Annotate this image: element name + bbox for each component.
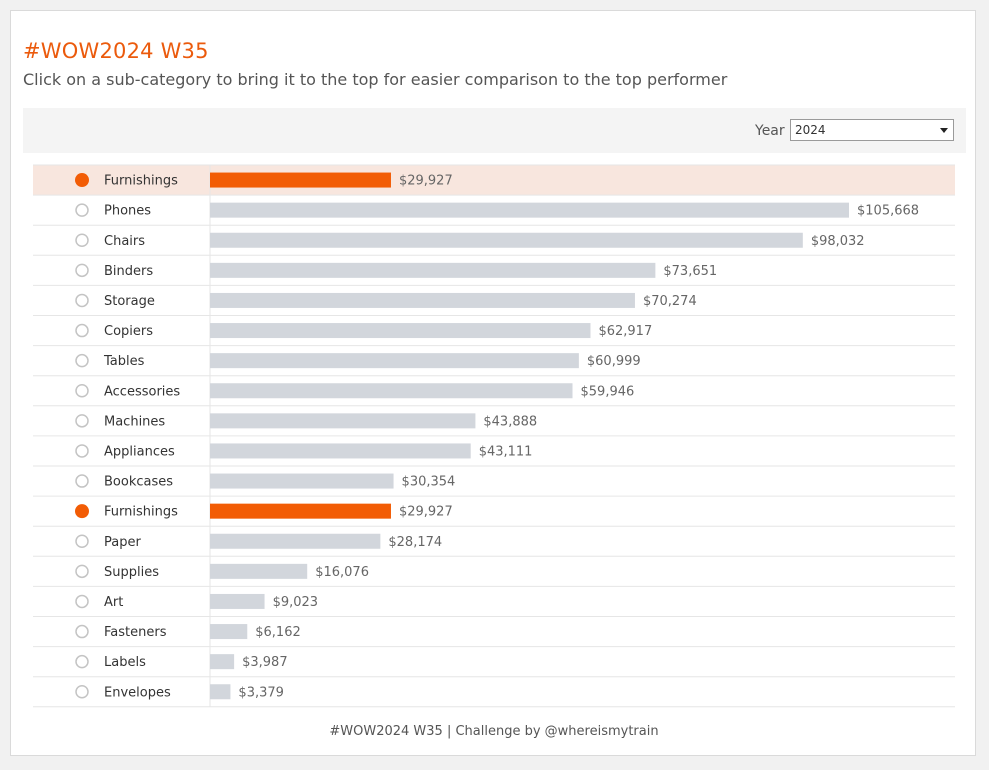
value-label: $70,274 [643, 294, 697, 309]
value-label: $30,354 [402, 475, 456, 490]
radio-unselected-icon[interactable] [75, 233, 89, 247]
radio-unselected-icon[interactable] [75, 353, 89, 368]
dashboard-subtitle: Click on a sub-category to bring it to t… [23, 70, 728, 89]
bar-copiers[interactable] [210, 323, 591, 339]
year-filter-label: Year [755, 123, 785, 139]
radio-unselected-icon[interactable] [75, 594, 89, 609]
value-label: $59,946 [581, 384, 635, 399]
category-label: Binders [104, 264, 153, 279]
radio-unselected-icon[interactable] [75, 293, 89, 308]
value-label: $73,651 [663, 264, 717, 279]
pinned-value-label: $29,927 [399, 174, 453, 189]
radio-unselected-icon[interactable] [75, 263, 89, 278]
category-label: Appliances [104, 444, 175, 459]
radio-unselected-icon[interactable] [75, 203, 89, 217]
value-label: $62,917 [598, 324, 652, 339]
bar-furnishings[interactable] [210, 503, 391, 519]
dashboard-title: #WOW2024 W35 [23, 39, 209, 63]
pinned-radio-selected-icon[interactable] [75, 173, 89, 188]
bar-paper[interactable] [210, 533, 381, 549]
row-envelopes[interactable] [33, 677, 955, 707]
bar-envelopes[interactable] [210, 684, 231, 700]
bar-binders[interactable] [210, 262, 656, 278]
category-label: Chairs [104, 234, 145, 249]
category-label: Fasteners [104, 625, 167, 640]
row-paper[interactable] [33, 526, 955, 556]
bar-chairs[interactable] [210, 232, 803, 248]
row-fasteners[interactable] [33, 617, 955, 647]
category-label: Machines [104, 414, 165, 429]
category-label: Art [104, 595, 123, 610]
footer-credit: #WOW2024 W35 | Challenge by @whereismytr… [329, 724, 659, 739]
row-labels[interactable] [33, 647, 955, 677]
bar-labels[interactable] [210, 654, 235, 670]
dashboard-card: #WOW2024 W35 Click on a sub-category to … [10, 10, 976, 756]
category-label: Accessories [104, 384, 180, 399]
radio-unselected-icon[interactable] [75, 624, 89, 639]
radio-unselected-icon[interactable] [75, 654, 89, 669]
value-label: $6,162 [255, 625, 301, 640]
bar-accessories[interactable] [210, 383, 573, 399]
row-supplies[interactable] [33, 556, 955, 586]
bar-phones[interactable] [210, 202, 849, 218]
category-label: Bookcases [104, 475, 173, 490]
pinned-bar-furnishings[interactable] [210, 172, 391, 188]
radio-unselected-icon[interactable] [75, 323, 89, 338]
filter-bar: Year 2024 [23, 108, 966, 153]
year-dropdown[interactable]: 2024 [790, 119, 954, 141]
bar-storage[interactable] [210, 292, 635, 308]
radio-unselected-icon[interactable] [75, 564, 89, 579]
category-label: Furnishings [104, 505, 178, 520]
radio-unselected-icon[interactable] [75, 685, 89, 699]
bar-supplies[interactable] [210, 563, 308, 579]
sub-category-bar-chart: Furnishings $29,927 Phones $105,668 Chairs $9… [33, 164, 955, 708]
radio-unselected-icon[interactable] [75, 444, 89, 458]
value-label: $43,888 [483, 414, 537, 429]
category-label: Envelopes [104, 685, 171, 700]
category-label: Tables [103, 354, 145, 369]
value-label: $3,379 [238, 685, 284, 700]
value-label: $60,999 [587, 354, 641, 369]
year-dropdown-value: 2024 [795, 123, 826, 137]
radio-unselected-icon[interactable] [75, 474, 89, 488]
category-label: Copiers [104, 324, 153, 339]
value-label: $98,032 [811, 234, 865, 249]
category-label: Phones [104, 204, 151, 219]
value-label: $43,111 [479, 444, 533, 459]
value-label: $28,174 [388, 535, 442, 550]
value-label: $16,076 [315, 565, 369, 580]
pinned-category-label: Furnishings [104, 174, 178, 189]
bar-bookcases[interactable] [210, 473, 394, 489]
radio-unselected-icon[interactable] [75, 414, 89, 428]
category-label: Labels [104, 655, 146, 670]
category-label: Paper [104, 535, 141, 550]
category-label: Supplies [104, 565, 159, 580]
bar-art[interactable] [210, 593, 265, 609]
value-label: $3,987 [242, 655, 288, 670]
bar-fasteners[interactable] [210, 624, 248, 640]
radio-selected-icon[interactable] [75, 504, 89, 519]
bar-tables[interactable] [210, 353, 579, 369]
bar-machines[interactable] [210, 413, 476, 429]
value-label: $105,668 [857, 204, 919, 219]
bar-appliances[interactable] [210, 443, 471, 459]
pinned-row-highlight [33, 165, 955, 196]
row-art[interactable] [33, 586, 955, 616]
radio-unselected-icon[interactable] [75, 384, 89, 398]
caret-down-icon [940, 128, 948, 133]
value-label: $9,023 [273, 595, 319, 610]
category-label: Storage [104, 294, 155, 309]
value-label: $29,927 [399, 505, 453, 520]
radio-unselected-icon[interactable] [75, 534, 89, 548]
